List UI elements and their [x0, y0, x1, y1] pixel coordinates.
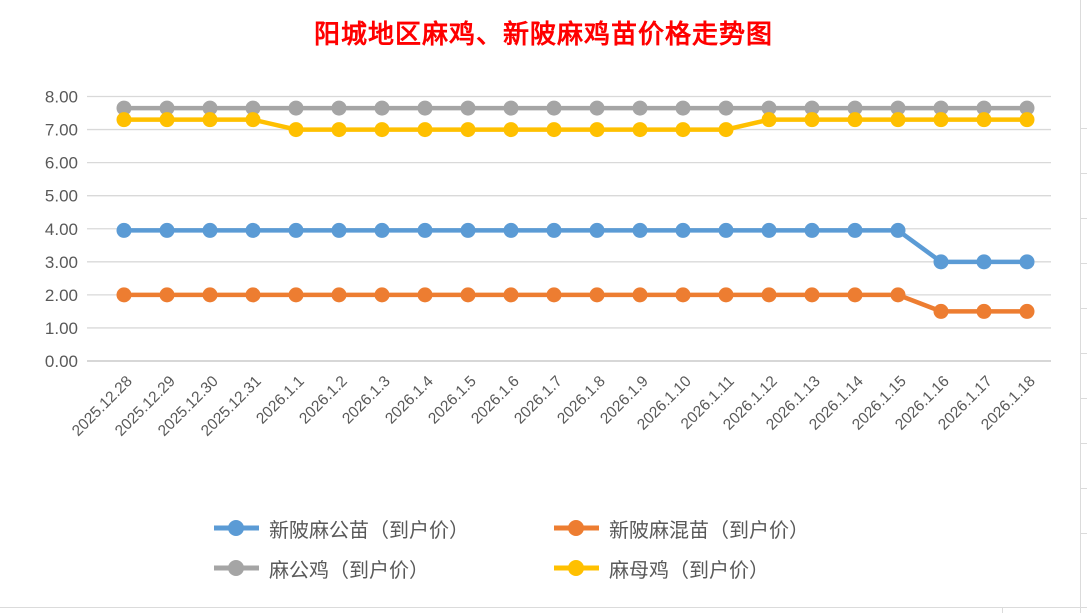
svg-text:1.00: 1.00 [45, 319, 78, 338]
chart-title: 阳城地区麻鸡、新陂麻鸡苗价格走势图 [313, 20, 773, 49]
legend-item-xinpo-gong-seedling: 新陂麻公苗（到户价） [213, 514, 553, 543]
line-marker-icon [554, 520, 599, 536]
svg-text:0.00: 0.00 [45, 352, 78, 371]
svg-text:7.00: 7.00 [45, 121, 78, 140]
svg-text:4.00: 4.00 [45, 220, 78, 239]
svg-text:8.00: 8.00 [45, 88, 78, 107]
svg-text:6.00: 6.00 [45, 154, 78, 173]
svg-text:5.00: 5.00 [45, 187, 78, 206]
svg-text:2.00: 2.00 [45, 286, 78, 305]
legend-item-ma-hen: 麻母鸡（到户价） [553, 554, 893, 583]
legend-label: 新陂麻混苗（到户价） [609, 519, 809, 542]
legend-label: 麻公鸡（到户价） [269, 559, 429, 582]
legend-item-ma-rooster: 麻公鸡（到户价） [213, 554, 553, 583]
chart-legend: 新陂麻公苗（到户价） 新陂麻混苗（到户价） 麻公鸡（到户价） 麻母鸡（到户价） [213, 508, 893, 588]
svg-text:3.00: 3.00 [45, 253, 78, 272]
line-marker-icon [554, 560, 599, 576]
line-marker-icon [214, 560, 259, 576]
line-marker-icon [214, 520, 259, 536]
legend-label: 麻母鸡（到户价） [609, 559, 769, 582]
legend-item-xinpo-hun-seedling: 新陂麻混苗（到户价） [553, 514, 893, 543]
legend-label: 新陂麻公苗（到户价） [269, 519, 469, 542]
